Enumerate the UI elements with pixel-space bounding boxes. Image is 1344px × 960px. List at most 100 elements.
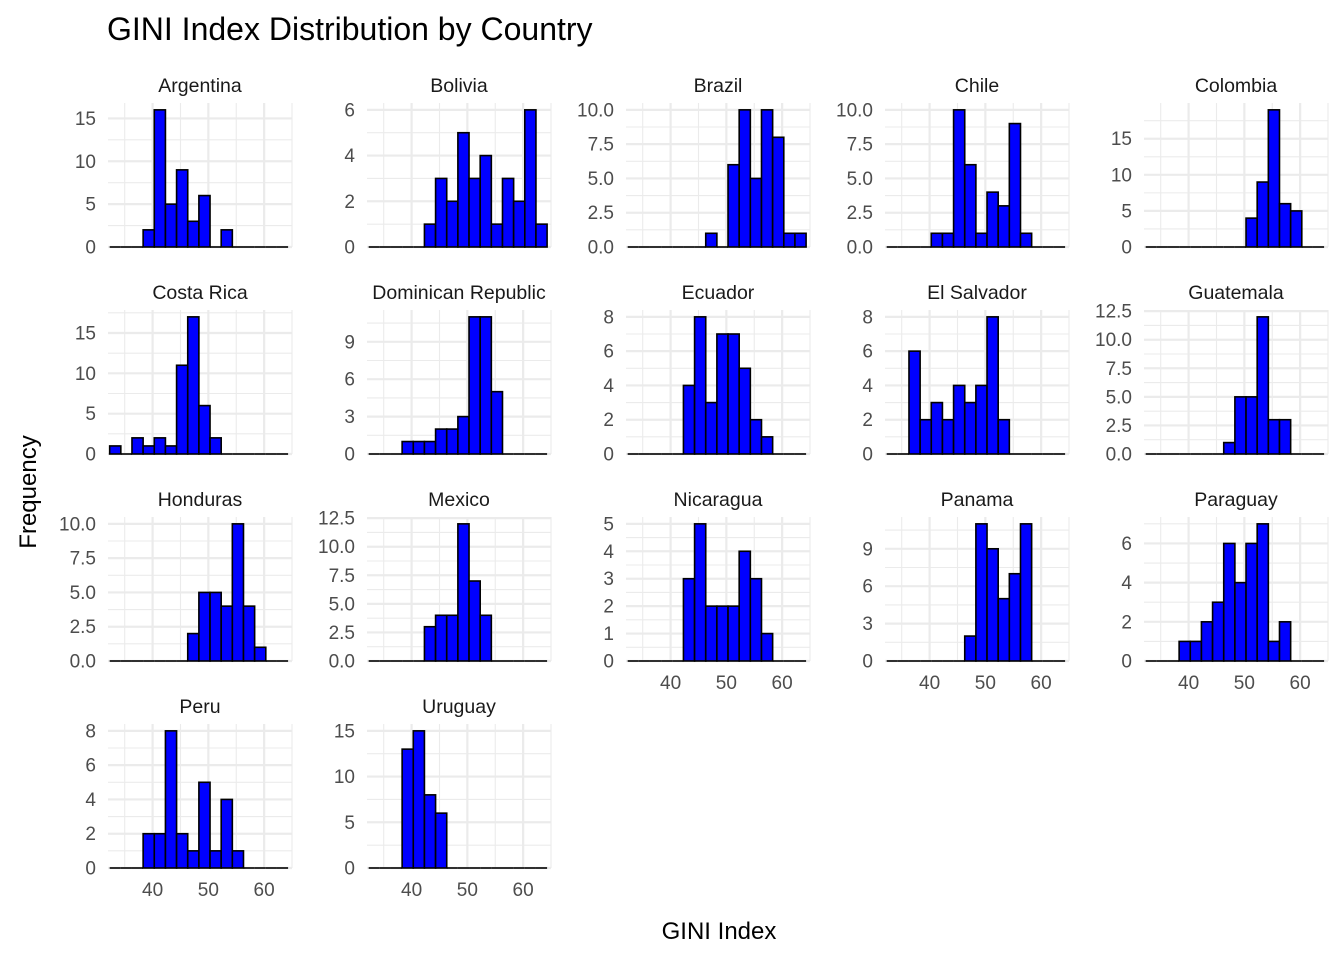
- histogram-bars: [368, 316, 548, 455]
- histogram-bar: [760, 109, 774, 248]
- x-tick-label: 60: [513, 880, 534, 901]
- histogram-bar: [423, 794, 437, 869]
- facet-panel: Uruguay 0 5 10 15 40 50 60: [334, 696, 552, 901]
- histogram-bar: [209, 850, 222, 869]
- histogram-bar: [986, 316, 999, 455]
- y-tick-label: 7.5: [70, 549, 96, 570]
- histogram-bar: [760, 632, 774, 662]
- histogram-bar: [952, 384, 966, 455]
- histogram-bar: [1008, 572, 1022, 662]
- histogram-bar: [1189, 640, 1203, 662]
- histogram-bar: [682, 384, 696, 455]
- y-tick-label: 3: [862, 614, 873, 635]
- histogram-bar: [986, 191, 999, 248]
- histogram-bar: [975, 232, 988, 248]
- histogram-bar: [1019, 523, 1033, 662]
- y-tick-label: 10.0: [577, 100, 614, 121]
- histogram-bar: [1234, 396, 1247, 455]
- y-tick-label: 3: [344, 407, 355, 428]
- facet-panel: Honduras 0.0 2.5 5.0 7.5 10.0: [59, 489, 293, 673]
- histogram-bars: [627, 109, 807, 248]
- histogram-bars: [109, 730, 289, 869]
- histogram-bar: [738, 550, 752, 662]
- histogram-bars: [1145, 109, 1325, 248]
- y-tick-label: 3: [603, 569, 614, 590]
- histogram-bars: [627, 316, 807, 455]
- histogram-bar: [142, 229, 156, 248]
- y-tick-label: 0: [85, 238, 96, 259]
- y-tick-label: 5.0: [1106, 387, 1132, 408]
- y-tick-label: 10.0: [59, 514, 96, 535]
- histogram-bar: [175, 364, 189, 455]
- histogram-bar: [1256, 181, 1270, 248]
- y-tick-label: 4: [603, 376, 614, 397]
- facet-panel: Dominican Republic 0 3 6 9: [344, 282, 552, 466]
- y-tick-label: 5: [1121, 201, 1132, 222]
- facet-strip-label: Honduras: [158, 489, 243, 511]
- histogram-bar: [749, 418, 763, 455]
- histogram-bar: [434, 177, 448, 248]
- facet-strip-label: Ecuador: [682, 282, 755, 304]
- histogram-bar: [682, 577, 696, 662]
- histogram-bar: [997, 597, 1011, 662]
- facet-strip-label: Nicaragua: [674, 489, 763, 511]
- y-tick-label: 0.0: [70, 652, 96, 673]
- histogram-bar: [198, 781, 211, 869]
- histogram-bar: [253, 646, 267, 662]
- histogram-bar: [727, 333, 740, 455]
- y-tick-label: 6: [344, 100, 355, 121]
- histogram-bar: [434, 812, 448, 869]
- histogram-bar: [760, 436, 774, 455]
- histogram-bar: [1278, 418, 1292, 455]
- histogram-bars: [1145, 523, 1325, 662]
- panel-grid: [885, 103, 1070, 249]
- histogram-bar: [1245, 396, 1258, 455]
- y-tick-label: 2.5: [70, 617, 96, 638]
- histogram-bar: [986, 547, 999, 662]
- y-tick-label: 4: [344, 146, 355, 167]
- y-tick-label: 15: [334, 721, 355, 742]
- y-tick-label: 6: [1121, 534, 1132, 555]
- y-tick-label: 0: [603, 445, 614, 466]
- y-tick-label: 6: [862, 577, 873, 598]
- y-tick-label: 0: [862, 652, 873, 673]
- x-tick-label: 60: [772, 673, 793, 694]
- histogram-bar: [512, 200, 526, 248]
- histogram-bar: [445, 428, 459, 455]
- x-tick-label: 50: [975, 673, 996, 694]
- histogram-bar: [445, 614, 459, 662]
- y-tick-label: 2: [603, 410, 614, 431]
- y-tick-label: 5: [85, 404, 96, 425]
- histogram-bar: [1222, 441, 1236, 455]
- histogram-bar: [175, 169, 189, 248]
- histogram-bar: [794, 232, 807, 248]
- facet-panel: Brazil 0.0 2.5 5.0 7.5 10.0: [577, 75, 811, 259]
- histogram-bar: [220, 605, 234, 662]
- histogram-bar: [1278, 202, 1292, 248]
- y-tick-label: 6: [862, 342, 873, 363]
- y-tick-label: 0: [344, 445, 355, 466]
- y-tick-label: 12.5: [1095, 302, 1132, 323]
- histogram-bar: [963, 163, 977, 248]
- histogram-bar: [1267, 109, 1281, 248]
- histogram-bar: [186, 220, 200, 248]
- y-tick-label: 0: [1121, 652, 1132, 673]
- histogram-bar: [1019, 232, 1033, 248]
- histogram-bar: [242, 605, 256, 662]
- histogram-bar: [479, 316, 493, 455]
- histogram-bar: [930, 232, 944, 248]
- histogram-bar: [479, 614, 493, 662]
- histogram-bar: [704, 605, 718, 662]
- histogram-bars: [109, 523, 289, 662]
- facet-strip-label: Brazil: [694, 75, 743, 97]
- histogram-bar: [220, 798, 234, 869]
- histogram-bar: [186, 316, 200, 455]
- facet-strip-label: Paraguay: [1194, 489, 1278, 511]
- facet-strip-label: El Salvador: [927, 282, 1027, 304]
- facet-panel: Peru 0 2 4 6 8 40 50 60: [85, 696, 293, 901]
- histogram-bar: [975, 523, 988, 662]
- y-tick-label: 10.0: [318, 537, 355, 558]
- y-tick-label: 4: [1121, 573, 1132, 594]
- y-tick-label: 0: [344, 238, 355, 259]
- histogram-bar: [704, 401, 718, 455]
